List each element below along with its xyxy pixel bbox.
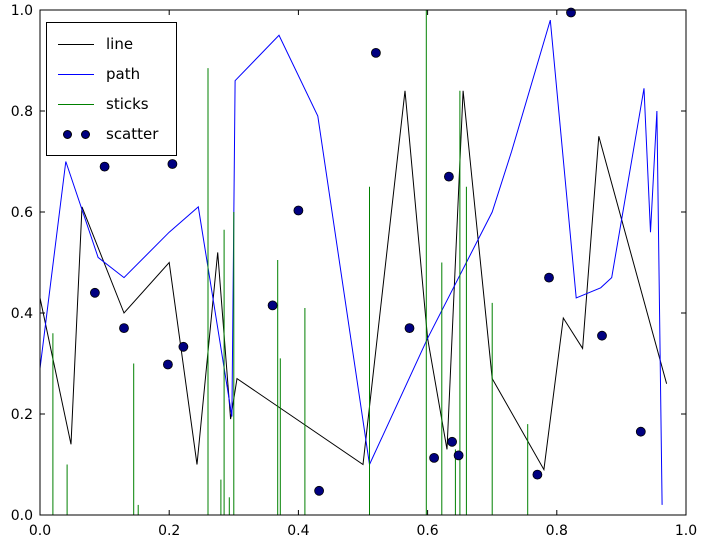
x-tick-label: 1.0: [675, 523, 697, 539]
legend: line path sticks scatter: [46, 22, 178, 156]
y-tick-label: 0.8: [11, 104, 33, 120]
series-path: [39, 19, 663, 505]
x-tick-label: 0.4: [287, 523, 309, 539]
y-tick-label: 0.6: [11, 205, 33, 221]
scatter-dot-icon: [62, 129, 72, 139]
series-scatter-point: [119, 323, 129, 334]
x-tick-label: 0.0: [29, 523, 51, 539]
series-scatter-point: [453, 450, 464, 461]
series-scatter-point: [99, 161, 110, 172]
y-tick-label: 0.0: [11, 508, 33, 524]
legend-item-sticks: sticks: [58, 89, 158, 119]
y-tick-label: 1.0: [11, 3, 33, 19]
series-scatter-point: [178, 341, 189, 352]
sticks-swatch-icon: [58, 98, 94, 110]
series-scatter-point: [443, 171, 454, 182]
series-scatter-point: [90, 287, 100, 298]
path-swatch-icon: [58, 68, 94, 80]
series-scatter-point: [597, 330, 607, 341]
legend-label-sticks: sticks: [106, 94, 149, 113]
series-scatter-point: [447, 436, 458, 447]
series-scatter-point: [404, 323, 415, 334]
sticks-sample-icon: [58, 103, 94, 105]
series-scatter-point: [162, 359, 173, 370]
series-line: [39, 90, 668, 472]
legend-label-line: line: [106, 34, 134, 53]
legend-item-scatter: scatter: [58, 119, 158, 149]
x-tick-label: 0.6: [416, 523, 438, 539]
series-scatter-point: [429, 452, 440, 463]
series-scatter-point: [293, 205, 304, 216]
series-scatter-point: [635, 426, 646, 437]
scatter-dot-icon: [80, 129, 90, 139]
axes-frame: [39, 9, 687, 516]
line-swatch-icon: [58, 38, 94, 50]
y-tick-label: 0.2: [11, 407, 33, 423]
y-tick-label: 0.4: [11, 306, 33, 322]
series-scatter-point: [314, 485, 325, 496]
line-sample-icon: [58, 43, 94, 45]
series-scatter-point: [370, 48, 381, 58]
series-scatter-point: [544, 272, 554, 283]
series-scatter-point: [566, 7, 576, 18]
series-scatter-point: [167, 159, 178, 169]
path-sample-icon: [58, 73, 94, 75]
series-scatter-point: [267, 300, 278, 311]
legend-label-path: path: [106, 64, 141, 83]
legend-label-scatter: scatter: [106, 124, 159, 143]
x-tick-label: 0.8: [546, 523, 568, 539]
legend-item-line: line: [58, 29, 158, 59]
legend-item-path: path: [58, 59, 158, 89]
series-scatter-point: [532, 469, 543, 480]
scatter-swatch-icon: [58, 128, 94, 140]
x-tick-label: 0.2: [158, 523, 180, 539]
